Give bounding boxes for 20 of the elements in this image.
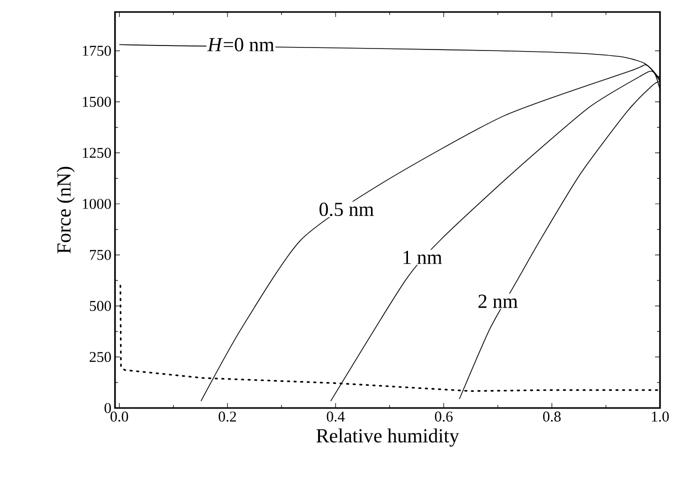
x-tick-label: 0.4 — [326, 412, 345, 422]
y-tick-label: 1000 — [82, 198, 111, 209]
y-tick-label: 1250 — [82, 148, 111, 158]
annotation: 0.5 nm — [320, 202, 374, 216]
annotation: 1 nm — [404, 250, 442, 264]
y-tick-label: 750 — [90, 250, 111, 260]
annotation: H=0 nm — [207, 38, 274, 52]
y-tick-label: 1500 — [82, 96, 111, 107]
x-tick-label: 0.0 — [110, 412, 128, 422]
x-tick-label: 0.6 — [434, 412, 453, 422]
y-tick-label: 0 — [104, 402, 111, 414]
y-axis-title: Force (nN) — [56, 166, 75, 254]
y-tick-label: 500 — [90, 300, 111, 311]
x-axis-title: Relative humidity — [316, 428, 460, 447]
annotation: 2 nm — [478, 294, 518, 308]
x-tick-label: 1.0 — [652, 412, 669, 422]
y-tick-label: 1750 — [82, 46, 111, 56]
x-tick-label: 0.8 — [543, 412, 561, 422]
x-tick-label: 0.2 — [218, 412, 236, 422]
y-tick-label: 250 — [90, 352, 111, 362]
